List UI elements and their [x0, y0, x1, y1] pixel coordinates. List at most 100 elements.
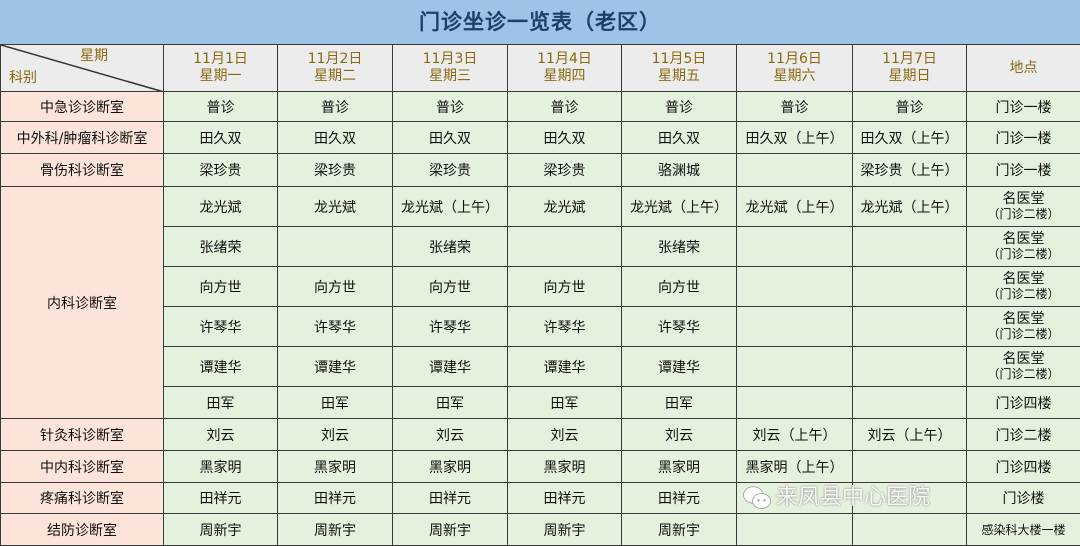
schedule-cell: 田祥元 [622, 483, 737, 514]
day-header: 11月4日星期四 [508, 45, 622, 92]
schedule-cell: 张绪荣 [622, 227, 737, 267]
location-sub: （门诊二楼） [967, 287, 1080, 302]
table-row: 中外科/肿瘤科诊断室田久双田久双田久双田久双田久双田久双（上午）田久双（上午）门… [1, 122, 1080, 154]
schedule-cell: 田祥元 [164, 483, 278, 514]
location-cell: 名医堂（门诊二楼） [967, 267, 1080, 307]
schedule-cell: 刘云 [278, 419, 393, 451]
schedule-cell: 田军 [164, 387, 278, 419]
schedule-cell: 谭建华 [164, 347, 278, 387]
day-header: 11月1日星期一 [164, 45, 278, 92]
schedule-cell: 田久双 [278, 122, 393, 154]
schedule-cell: 田久双（上午） [737, 122, 853, 154]
schedule-cell [737, 387, 853, 419]
schedule-cell [853, 514, 967, 546]
schedule-cell: 龙光斌（上午） [393, 187, 508, 227]
schedule-cell: 黑家明 [164, 451, 278, 483]
day-header: 11月5日星期五 [622, 45, 737, 92]
schedule-cell [737, 307, 853, 347]
schedule-cell [853, 387, 967, 419]
department-cell: 中急诊诊断室 [1, 92, 164, 122]
schedule-cell: 黑家明 [622, 451, 737, 483]
date: 11月7日 [853, 51, 966, 68]
location-cell: 名医堂（门诊二楼） [967, 187, 1080, 227]
table-row: 针灸科诊断室刘云刘云刘云刘云刘云刘云（上午）刘云（上午）门诊二楼 [1, 419, 1080, 451]
location: 名医堂 [1003, 191, 1045, 207]
schedule-cell [737, 227, 853, 267]
schedule-cell: 谭建华 [278, 347, 393, 387]
schedule-cell: 普诊 [508, 92, 622, 122]
schedule-cell: 田久双 [508, 122, 622, 154]
schedule-cell: 骆渊城 [622, 154, 737, 187]
schedule-cell: 许琴华 [164, 307, 278, 347]
schedule-cell: 向方世 [508, 267, 622, 307]
location: 名医堂 [1003, 231, 1045, 247]
schedule-cell: 普诊 [164, 92, 278, 122]
schedule-cell: 龙光斌（上午） [737, 187, 853, 227]
weekday: 星期日 [853, 68, 966, 85]
schedule-cell: 张绪荣 [393, 227, 508, 267]
schedule-cell: 周新宇 [278, 514, 393, 546]
location: 名医堂 [1003, 311, 1045, 327]
schedule-cell: 黑家明（上午） [737, 451, 853, 483]
schedule-cell: 周新宇 [622, 514, 737, 546]
table-row: 内科诊断室龙光斌龙光斌龙光斌（上午）龙光斌龙光斌（上午）龙光斌（上午）龙光斌（上… [1, 187, 1080, 227]
schedule-cell: 田久双（上午） [853, 122, 967, 154]
location-cell: 感染科大楼一楼 [967, 514, 1080, 546]
schedule-cell: 向方世 [278, 267, 393, 307]
location-sub: （门诊二楼） [967, 207, 1080, 222]
department-label: 科别 [9, 70, 37, 87]
weekday: 星期六 [737, 68, 852, 85]
department-cell: 内科诊断室 [1, 187, 164, 419]
schedule-cell: 黑家明 [508, 451, 622, 483]
schedule-cell: 刘云 [508, 419, 622, 451]
date: 11月6日 [737, 51, 852, 68]
location: 名医堂 [1003, 271, 1045, 287]
location-cell: 门诊一楼 [967, 122, 1080, 154]
schedule-cell [737, 267, 853, 307]
schedule-cell: 龙光斌 [278, 187, 393, 227]
day-header: 11月6日星期六 [737, 45, 853, 92]
schedule-cell: 梁珍贵 [164, 154, 278, 187]
schedule-cell: 梁珍贵 [508, 154, 622, 187]
page-title: 门诊坐诊一览表（老区） [0, 0, 1080, 44]
schedule-cell: 普诊 [853, 92, 967, 122]
weekday: 星期三 [393, 68, 507, 85]
corner-header: 星期 科别 [1, 45, 164, 92]
location-cell: 门诊楼 [967, 483, 1080, 514]
department-cell: 骨伤科诊断室 [1, 154, 164, 187]
schedule-cell: 龙光斌 [508, 187, 622, 227]
schedule-cell [737, 514, 853, 546]
schedule-cell: 许琴华 [278, 307, 393, 347]
schedule-cell: 田军 [622, 387, 737, 419]
schedule-cell: 向方世 [393, 267, 508, 307]
department-cell: 中内科诊断室 [1, 451, 164, 483]
schedule-cell: 田军 [278, 387, 393, 419]
location-sub: （门诊二楼） [967, 327, 1080, 342]
department-cell: 针灸科诊断室 [1, 419, 164, 451]
schedule-cell: 谭建华 [622, 347, 737, 387]
location-cell: 门诊四楼 [967, 451, 1080, 483]
schedule-cell: 许琴华 [622, 307, 737, 347]
schedule-cell: 周新宇 [508, 514, 622, 546]
department-cell: 疼痛科诊断室 [1, 483, 164, 514]
weekday-label: 星期 [80, 48, 108, 65]
schedule-cell: 周新宇 [164, 514, 278, 546]
weekday: 星期四 [508, 68, 621, 85]
schedule-cell: 刘云 [164, 419, 278, 451]
date: 11月4日 [508, 51, 621, 68]
location-cell: 名医堂（门诊二楼） [967, 347, 1080, 387]
schedule-cell: 普诊 [393, 92, 508, 122]
schedule-cell: 田军 [508, 387, 622, 419]
schedule-cell: 谭建华 [393, 347, 508, 387]
schedule-cell: 刘云（上午） [853, 419, 967, 451]
location-cell: 门诊一楼 [967, 154, 1080, 187]
schedule-cell: 田军 [393, 387, 508, 419]
department-cell: 结防诊断室 [1, 514, 164, 546]
schedule-cell: 刘云（上午） [737, 419, 853, 451]
schedule-cell: 田久双 [164, 122, 278, 154]
weekday: 星期二 [278, 68, 392, 85]
schedule-cell [853, 307, 967, 347]
location-header: 地点 [967, 45, 1080, 92]
weekday: 星期一 [164, 68, 277, 85]
